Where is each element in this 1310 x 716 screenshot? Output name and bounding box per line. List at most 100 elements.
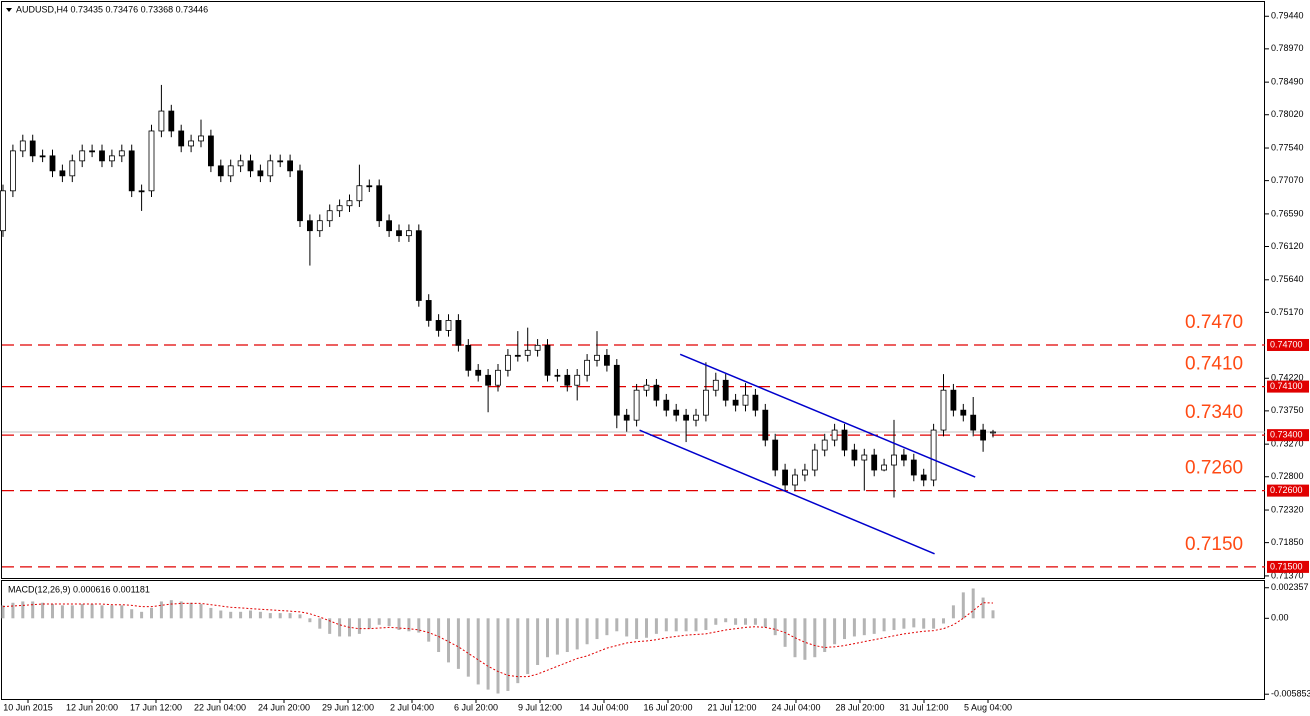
candle-body [613,364,620,416]
price-tag [1267,380,1309,393]
candle-body [594,354,600,361]
macd-bar [90,604,94,619]
candle-body [940,389,947,431]
candle-body [287,160,294,172]
macd-bar [288,613,292,619]
candle-body [475,369,482,376]
y-tick-label: 0.76120 [1271,241,1304,251]
macd-bar [763,618,767,628]
candle-body [306,220,313,232]
candle-body [69,160,76,177]
level-label: 0.7470 [1185,312,1243,333]
candle-body [504,354,511,371]
macd-panel [1,580,1265,700]
macd-bar [902,618,906,629]
macd-bar [892,618,896,630]
macd-bar [278,613,282,619]
macd-bar [229,611,233,619]
candle-body [495,369,501,386]
trendline [639,429,935,555]
macd-signal [2,602,994,678]
macd-bar [981,597,985,619]
candle-body [29,140,36,157]
macd-bar [1,605,5,619]
candle-body [425,300,432,321]
candle-body [435,320,442,331]
main-panel [1,1,1265,579]
macd-bar [338,618,342,637]
macd-label: MACD(12,26,9) 0.000616 0.001181 [8,584,150,594]
candle-body [712,379,719,391]
y-tick-label: 0.75640 [1271,274,1304,284]
x-tick-label: 17 Jun 12:00 [130,702,182,712]
macd-bar [565,618,569,653]
candle-body [346,200,353,207]
candle-body [49,155,56,172]
candle-body [742,394,749,406]
candle-body [138,190,145,193]
macd-tick-label: 0.002357 [1271,582,1309,592]
price-tag [1267,484,1309,497]
macd-bar [130,609,134,619]
level-label: 0.7260 [1185,458,1243,479]
macd-bar [80,604,84,619]
y-tick-label: 0.72320 [1271,504,1304,514]
candle-body [89,150,95,153]
candle-body [663,399,670,411]
y-tick-label: 0.75170 [1271,307,1304,317]
level-label: 0.7150 [1185,534,1243,555]
macd-bar [674,618,678,632]
candle-body [178,130,185,147]
candle-body [59,170,66,177]
macd-bar [31,601,35,619]
macd-bar [734,618,738,625]
macd-bar [41,602,45,619]
candle-body [514,354,521,357]
candle-body [792,474,798,486]
macd-bar [684,618,688,632]
candle-body [564,374,571,386]
y-tick-label: 0.79440 [1271,11,1304,21]
x-tick-label: 10 Jun 2015 [3,702,53,712]
candle-body [633,389,640,421]
macd-bar [249,610,252,619]
candle-body [851,449,858,461]
candle-body [326,210,333,222]
candle-body [376,185,383,222]
candle-body [158,110,165,132]
candle-body [267,160,274,177]
macd-bar [971,588,975,619]
candle-body [524,349,531,356]
chart-title: AUDUSD,H4 0.73435 0.73476 0.73368 0.7344… [16,4,208,14]
candle-body [277,160,284,163]
candle-body [970,414,977,431]
macd-bar [377,618,381,625]
candle-body [722,379,729,401]
macd-bar [645,618,648,638]
price-tag-label: 0.74700 [1270,339,1303,349]
macd-bar [258,611,262,619]
y-tick-label: 0.77540 [1271,142,1304,152]
macd-bar [110,605,114,619]
macd-tick-label: -0.005853 [1271,689,1310,699]
macd-bar [328,618,332,634]
candle-body [118,150,125,157]
macd-bar [694,618,698,632]
macd-bar [872,618,876,634]
candle-body [683,414,689,421]
candle-body [257,170,264,177]
macd-bar [843,618,846,640]
macd-bar [546,618,549,658]
macd-bar [239,611,243,619]
candle-body [405,230,412,237]
macd-bar [397,618,401,630]
candle-body [782,469,788,486]
candle-body [673,409,680,416]
x-tick-label: 24 Jun 20:00 [258,702,310,712]
price-tag-label: 0.74100 [1270,381,1303,391]
candle-body [990,431,996,434]
candle-body [9,150,16,192]
macd-bar [70,605,74,619]
